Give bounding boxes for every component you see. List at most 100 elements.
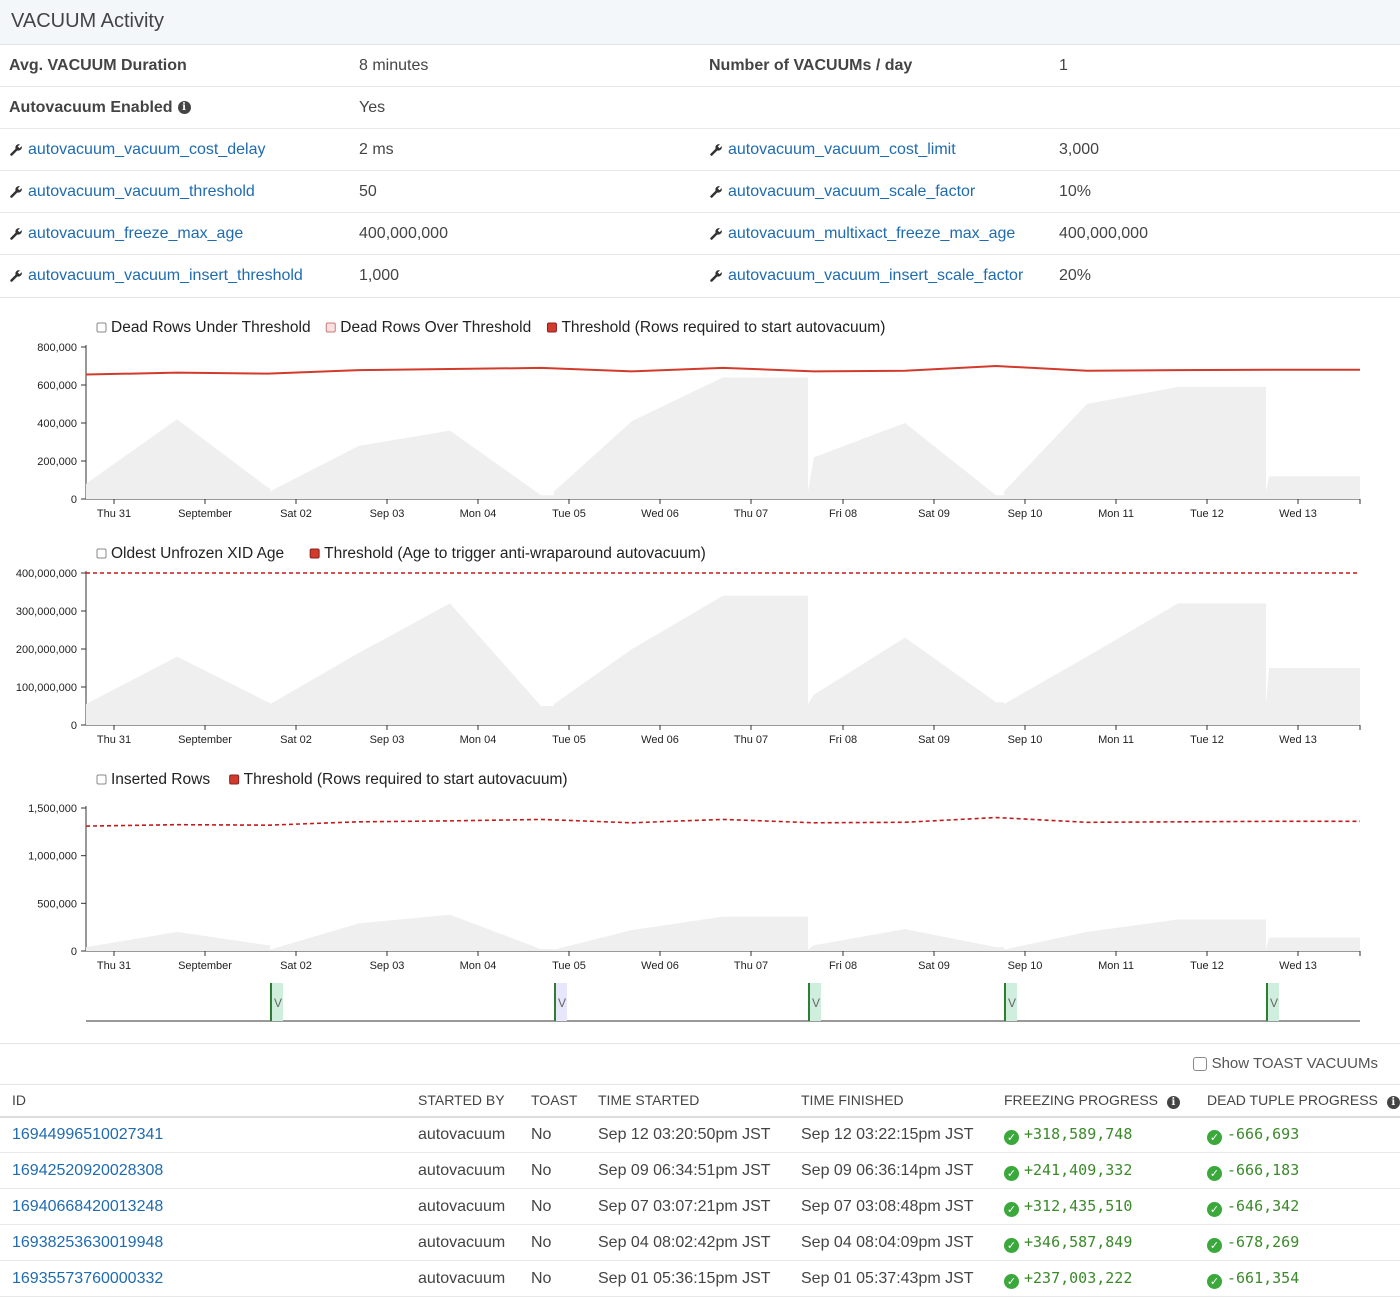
y-tick-label: 400,000,000 — [16, 568, 77, 580]
check-icon: ✓ — [1004, 1165, 1019, 1181]
toast-checkbox[interactable] — [1192, 1056, 1207, 1071]
avg-duration-label: Avg. VACUUM Duration — [9, 56, 187, 74]
area-series — [554, 377, 808, 499]
col-freezing-label: FREEZING PROGRESS — [1004, 1091, 1159, 1108]
setting-link[interactable]: autovacuum_vacuum_cost_delay — [28, 140, 266, 158]
row-toast: No — [531, 1269, 552, 1287]
table-row[interactable]: 16935573760000332 autovacuum No Sep 01 05:3… — [0, 1260, 1400, 1297]
col-freezing[interactable]: FREEZING PROGRESS i — [992, 1084, 1195, 1118]
info-icon[interactable]: i — [1166, 1095, 1180, 1109]
vacuum-marker-label: V — [812, 996, 820, 1010]
x-tick-label: Wed 06 — [641, 508, 679, 520]
stats-grid: Avg. VACUUM Duration 8 minutes Number of… — [0, 45, 1400, 298]
col-id[interactable]: ID — [0, 1084, 406, 1118]
panel-title: VACUUM Activity — [0, 0, 1400, 45]
row-id-link[interactable]: 16944996510027341 — [12, 1125, 164, 1143]
setting-link[interactable]: autovacuum_multixact_freeze_max_age — [728, 224, 1016, 242]
x-tick-label: Sep 03 — [370, 508, 405, 520]
check-icon: ✓ — [1004, 1129, 1019, 1145]
table-row[interactable]: 16944996510027341 autovacuum No Sep 12 03:2… — [0, 1116, 1400, 1153]
row-dead-progress-cell: ✓ -666,183 — [1195, 1152, 1400, 1189]
setting-link[interactable]: autovacuum_vacuum_insert_threshold — [28, 267, 303, 284]
row-time-started-cell: Sep 09 06:34:51pm JST — [586, 1152, 789, 1189]
row-toast-cell: No — [519, 1152, 586, 1189]
setting-value: 1,000 — [359, 267, 400, 284]
row-toast-cell: No — [519, 1224, 586, 1261]
row-id-link[interactable]: 16940668420013248 — [12, 1197, 164, 1215]
row-id-link[interactable]: 16942520920028308 — [12, 1161, 164, 1179]
avg-duration-value: 8 minutes — [359, 56, 429, 74]
x-tick-label: Wed 13 — [1279, 960, 1317, 972]
legend-swatch — [309, 548, 320, 559]
x-tick-label: Wed 06 — [641, 734, 679, 746]
setting-link[interactable]: autovacuum_vacuum_cost_limit — [728, 140, 956, 158]
setting-link[interactable]: autovacuum_vacuum_scale_factor — [728, 182, 976, 200]
table-row[interactable]: 16940668420013248 autovacuum No Sep 07 03:0… — [0, 1188, 1400, 1225]
row-dead-progress-cell: ✓ -666,693 — [1195, 1116, 1400, 1153]
row-time-finished-cell: Sep 09 06:36:14pm JST — [789, 1152, 992, 1189]
y-tick-label: 400,000 — [37, 418, 77, 430]
info-icon[interactable]: i — [1386, 1095, 1400, 1109]
setting-cell: autovacuum_vacuum_cost_limit — [700, 141, 1050, 159]
wrench-icon — [710, 185, 722, 198]
x-tick-label: Sat 02 — [280, 960, 312, 972]
table-header-row: ID STARTED BY TOAST TIME STARTED TIME FI… — [0, 1084, 1400, 1118]
setting-link[interactable]: autovacuum_vacuum_insert_scale_factor — [728, 267, 1024, 284]
x-tick-label: Thu 31 — [97, 734, 131, 746]
row-dead-progress-cell: ✓ -646,342 — [1195, 1188, 1400, 1225]
table-row[interactable]: 16942520920028308 autovacuum No Sep 09 06:3… — [0, 1152, 1400, 1189]
row-freezing-progress: +318,589,748 — [1024, 1124, 1133, 1143]
row-started-by-cell: autovacuum — [406, 1224, 519, 1261]
area-series — [270, 603, 554, 725]
setting-link[interactable]: autovacuum_vacuum_threshold — [28, 182, 255, 200]
row-id-link-cell: 16942520920028308 — [0, 1152, 406, 1189]
info-icon[interactable]: i — [177, 101, 191, 114]
vacuums-per-day-value: 1 — [1059, 56, 1068, 74]
row-id-link[interactable]: 16935573760000332 — [12, 1269, 164, 1287]
toast-toggle[interactable]: Show TOAST VACUUMs — [1192, 1055, 1378, 1072]
row-freezing-progress-cell: ✓ +312,435,510 — [992, 1188, 1195, 1225]
autovacuum-enabled-cell: Autovacuum Enabled i — [0, 99, 350, 117]
table-row[interactable]: 16938253630019948 autovacuum No Sep 04 08:0… — [0, 1224, 1400, 1261]
col-started-by[interactable]: STARTED BY — [406, 1084, 519, 1118]
check-icon: ✓ — [1004, 1237, 1019, 1253]
charts-area: Dead Rows Under Threshold Dead Rows Over … — [16, 319, 1361, 1022]
legend-label: Threshold (Rows required to start autova… — [561, 319, 885, 336]
x-tick-label: September — [178, 508, 232, 520]
x-tick-label: Thu 31 — [97, 508, 131, 520]
y-tick-label: 0 — [71, 494, 77, 506]
row-toast-cell: No — [519, 1116, 586, 1153]
row-started-by: autovacuum — [418, 1161, 506, 1179]
vacuum-marker — [1267, 983, 1279, 1021]
check-icon: ✓ — [1207, 1129, 1222, 1145]
row-id-link[interactable]: 16938253630019948 — [12, 1233, 164, 1251]
row-dead-progress-cell: ✓ -661,354 — [1195, 1260, 1400, 1297]
row-dead-progress: -646,342 — [1227, 1196, 1300, 1215]
legend-swatch — [96, 322, 107, 333]
x-tick-label: Fri 08 — [829, 508, 857, 520]
col-time-started[interactable]: TIME STARTED — [586, 1084, 789, 1118]
row-time-started-cell: Sep 12 03:20:50pm JST — [586, 1116, 789, 1153]
row-dead-progress: -666,183 — [1227, 1160, 1300, 1179]
x-tick-label: Sat 09 — [918, 508, 950, 520]
row-time-finished: Sep 04 08:04:09pm JST — [801, 1233, 974, 1251]
x-tick-label: September — [178, 960, 232, 972]
x-tick-label: Sep 03 — [370, 960, 405, 972]
col-dead-tuple[interactable]: DEAD TUPLE PROGRESS i — [1195, 1084, 1400, 1118]
col-time-finished[interactable]: TIME FINISHED — [789, 1084, 992, 1118]
vacuum-marker — [271, 983, 283, 1021]
y-tick-label: 500,000 — [37, 898, 77, 910]
row-time-finished-cell: Sep 01 05:37:43pm JST — [789, 1260, 992, 1297]
threshold-line — [85, 364, 1360, 376]
x-tick-label: Sep 10 — [1008, 734, 1043, 746]
col-toast[interactable]: TOAST — [519, 1084, 586, 1118]
autovacuum-enabled-value: Yes — [359, 98, 386, 116]
row-time-started: Sep 04 08:02:42pm JST — [598, 1233, 771, 1251]
x-tick-label: Sat 09 — [918, 960, 950, 972]
legend-swatch — [325, 322, 336, 333]
setting-link[interactable]: autovacuum_freeze_max_age — [28, 224, 244, 242]
col-dead-tuple-label: DEAD TUPLE PROGRESS — [1207, 1091, 1378, 1108]
x-tick-label: Mon 04 — [460, 960, 497, 972]
x-tick-label: Tue 12 — [1190, 734, 1224, 746]
wrench-icon — [10, 270, 22, 282]
